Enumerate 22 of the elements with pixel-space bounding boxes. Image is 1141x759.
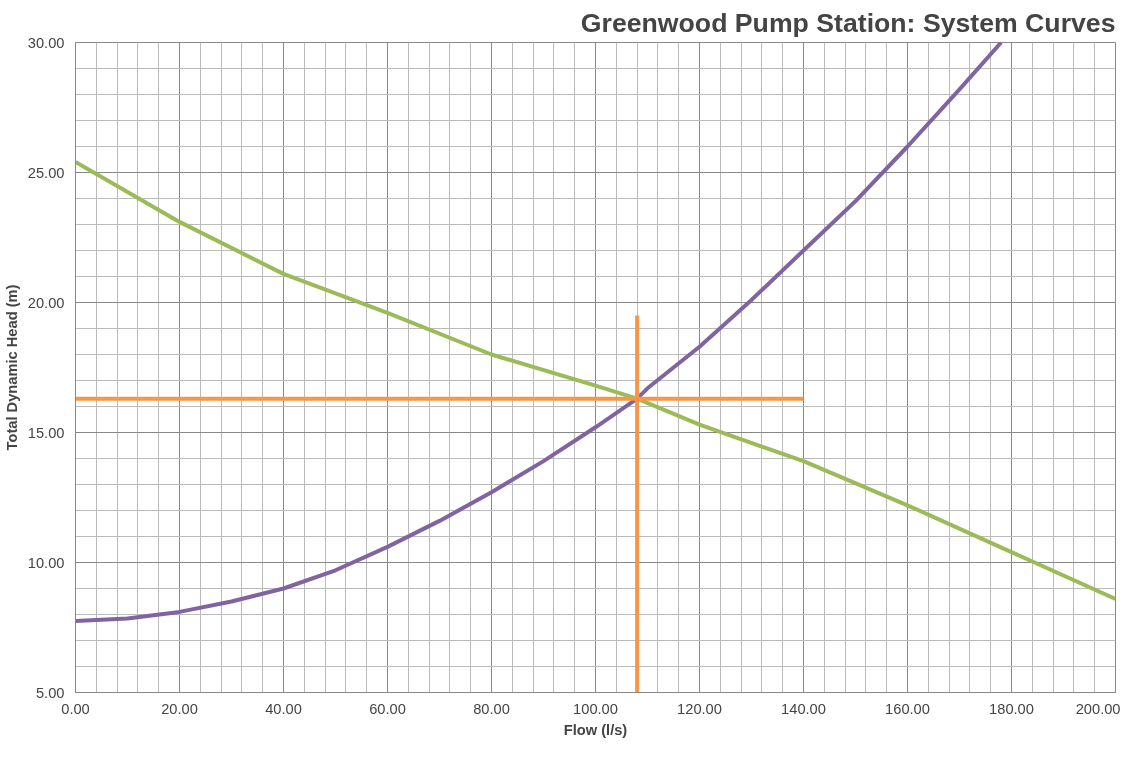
x-tick-label: 120.00 <box>677 700 722 717</box>
y-tick-label: 5.00 <box>35 684 65 701</box>
y-tick-label: 30.00 <box>27 34 65 51</box>
y-tick-label: 15.00 <box>27 424 65 441</box>
chart-title: Greenwood Pump Station: System Curves <box>580 7 1116 38</box>
x-axis-title: Flow (l/s) <box>563 721 628 738</box>
x-tick-label: 200.00 <box>1075 700 1121 717</box>
x-tick-label: 180.00 <box>989 700 1034 717</box>
x-tick-label: 80.00 <box>473 700 510 717</box>
y-tick-label: 10.00 <box>27 554 65 571</box>
x-tick-label: 0.00 <box>61 700 90 717</box>
x-tick-label: 100.00 <box>573 700 618 717</box>
line-series <box>75 160 1116 601</box>
x-tick-label: 40.00 <box>265 700 302 717</box>
x-tick-label: 160.00 <box>885 700 930 717</box>
line-series <box>75 42 1004 623</box>
x-tick-label: 20.00 <box>161 700 198 717</box>
x-tick-label: 60.00 <box>369 700 406 717</box>
y-tick-label: 20.00 <box>27 294 65 311</box>
y-axis-title: Total Dynamic Head (m) <box>3 284 20 451</box>
x-tick-label: 140.00 <box>781 700 826 717</box>
y-tick-label: 25.00 <box>27 164 65 181</box>
